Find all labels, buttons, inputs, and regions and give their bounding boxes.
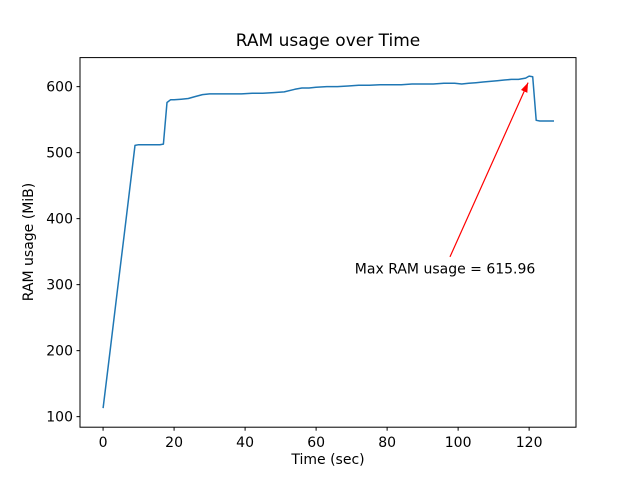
x-axis: 0 20 40 60 80 100 120 xyxy=(99,427,543,451)
x-tick-label: 80 xyxy=(378,435,396,451)
x-tick-label: 100 xyxy=(445,435,472,451)
y-tick-label: 400 xyxy=(46,212,73,228)
x-tick-label: 60 xyxy=(307,435,325,451)
y-tick-label: 200 xyxy=(46,344,73,360)
plot-border xyxy=(79,57,577,428)
y-tick-label: 600 xyxy=(46,80,73,96)
y-axis-label: RAM usage (MiB) xyxy=(21,183,37,301)
y-axis: 100 200 300 400 500 600 xyxy=(46,80,80,426)
x-tick-label: 40 xyxy=(236,435,254,451)
x-tick-label: 120 xyxy=(516,435,543,451)
annotation-text: Max RAM usage = 615.96 xyxy=(355,261,536,277)
y-tick-label: 300 xyxy=(46,278,73,294)
x-tick-label: 20 xyxy=(165,435,183,451)
chart-title: RAM usage over Time xyxy=(236,31,420,51)
max-annotation-arrow xyxy=(449,82,529,258)
x-axis-label: Time (sec) xyxy=(290,452,364,468)
y-tick-label: 500 xyxy=(46,146,73,162)
ram-usage-line xyxy=(102,75,554,409)
x-tick-label: 0 xyxy=(99,435,108,451)
y-tick-label: 100 xyxy=(46,410,73,426)
